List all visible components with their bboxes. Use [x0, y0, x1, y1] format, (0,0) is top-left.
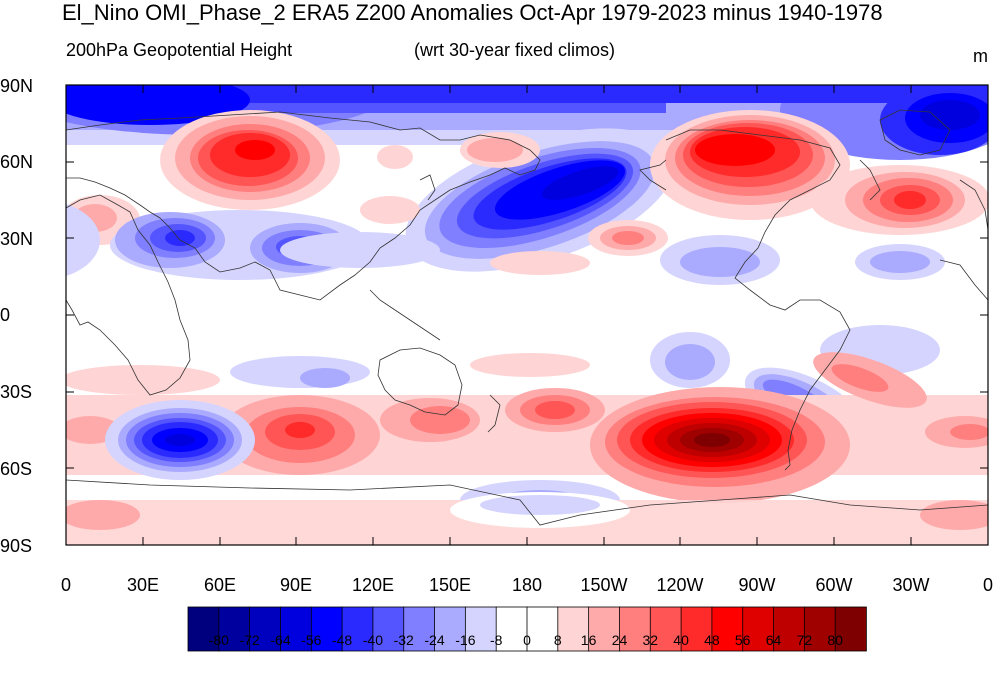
- colorbar-label: -40: [362, 632, 384, 648]
- colorbar-swatch: [834, 606, 867, 652]
- canada-positive: [650, 110, 850, 220]
- colorbar-label: 80: [827, 632, 843, 648]
- colorbar-label: 32: [642, 632, 659, 648]
- lon-label-0-right: 0: [982, 575, 994, 595]
- colorbar-label: -8: [489, 632, 503, 648]
- lon-label-180: 180: [511, 575, 543, 595]
- colorbar-swatch: [310, 606, 343, 652]
- lon-label-90w: 90W: [738, 575, 776, 595]
- colorbar-label: 8: [553, 632, 562, 648]
- colorbar-swatch: [649, 606, 682, 652]
- south-indian-negative: [105, 400, 255, 480]
- lon-label-120w: 120W: [656, 575, 704, 595]
- colorbar-swatch: [495, 606, 528, 652]
- lat-label-0: 0: [0, 305, 11, 325]
- lat-label-30n: 30N: [0, 229, 34, 249]
- colorbar-swatch: [218, 606, 251, 652]
- colorbar-swatch: [742, 606, 775, 652]
- colorbar-swatch: [557, 606, 590, 652]
- lon-label-150e: 150E: [428, 575, 472, 595]
- colorbar-label: -32: [393, 632, 414, 648]
- figure-title: El_Nino OMI_Phase_2 ERA5 Z200 Anomalies …: [62, 0, 883, 25]
- lon-label-30w: 30W: [892, 575, 930, 595]
- colorbar-label: 48: [704, 632, 720, 648]
- subtitle-left: 200hPa Geopotential Height: [66, 40, 293, 60]
- colorbar: [187, 606, 867, 652]
- lon-label-120e: 120E: [351, 575, 395, 595]
- lon-label-60e: 60E: [203, 575, 237, 595]
- colorbar-swatch: [588, 606, 621, 652]
- colorbar-swatch: [803, 606, 836, 652]
- axis-ticks: [65, 84, 988, 546]
- colorbar-label: -48: [331, 632, 353, 648]
- colorbar-swatch: [464, 606, 497, 652]
- lat-label-90s: 90S: [0, 536, 33, 556]
- colorbar-label: -56: [301, 632, 322, 648]
- colorbar-label: -64: [270, 632, 291, 648]
- colorbar-label: -72: [239, 632, 260, 648]
- lon-label-60w: 60W: [815, 575, 853, 595]
- lat-label-90n: 90N: [0, 76, 34, 96]
- colorbar-swatch: [372, 606, 405, 652]
- colorbar-label: 64: [765, 632, 782, 648]
- colorbar-label: -16: [455, 632, 476, 648]
- lon-label-0: 0: [60, 575, 72, 595]
- coastlines: [66, 109, 988, 526]
- subtitle-center: (wrt 30-year fixed climos): [414, 40, 616, 60]
- colorbar-swatch: [773, 606, 806, 652]
- colorbar-label: 56: [734, 632, 751, 648]
- colorbar-label: -80: [208, 632, 229, 648]
- colorbar-label: 0: [523, 632, 531, 648]
- contour-field: [66, 85, 988, 545]
- colorbar-swatch: [280, 606, 313, 652]
- north-atlantic-positive: [810, 165, 988, 235]
- lon-label-90e: 90E: [279, 575, 313, 595]
- colorbar-swatch: [619, 606, 652, 652]
- colorbar-swatch: [526, 606, 559, 652]
- asia-subtropical-negative: [110, 210, 440, 280]
- lat-label-60s: 60S: [0, 459, 33, 479]
- colorbar-swatch: [680, 606, 713, 652]
- colorbar-swatch: [403, 606, 436, 652]
- colorbar-label: 16: [580, 632, 597, 648]
- lon-label-30e: 30E: [126, 575, 160, 595]
- lat-label-30s: 30S: [0, 382, 33, 402]
- colorbar-label: -24: [424, 632, 445, 648]
- colorbar-swatch: [341, 606, 374, 652]
- units-label: m: [973, 46, 988, 66]
- lon-label-150w: 150W: [580, 575, 628, 595]
- colorbar-label: 72: [796, 632, 813, 648]
- siberia-positive: [160, 110, 340, 210]
- colorbar-label: 40: [673, 632, 689, 648]
- colorbar-label: 24: [611, 632, 628, 648]
- lat-label-60n: 60N: [0, 152, 34, 172]
